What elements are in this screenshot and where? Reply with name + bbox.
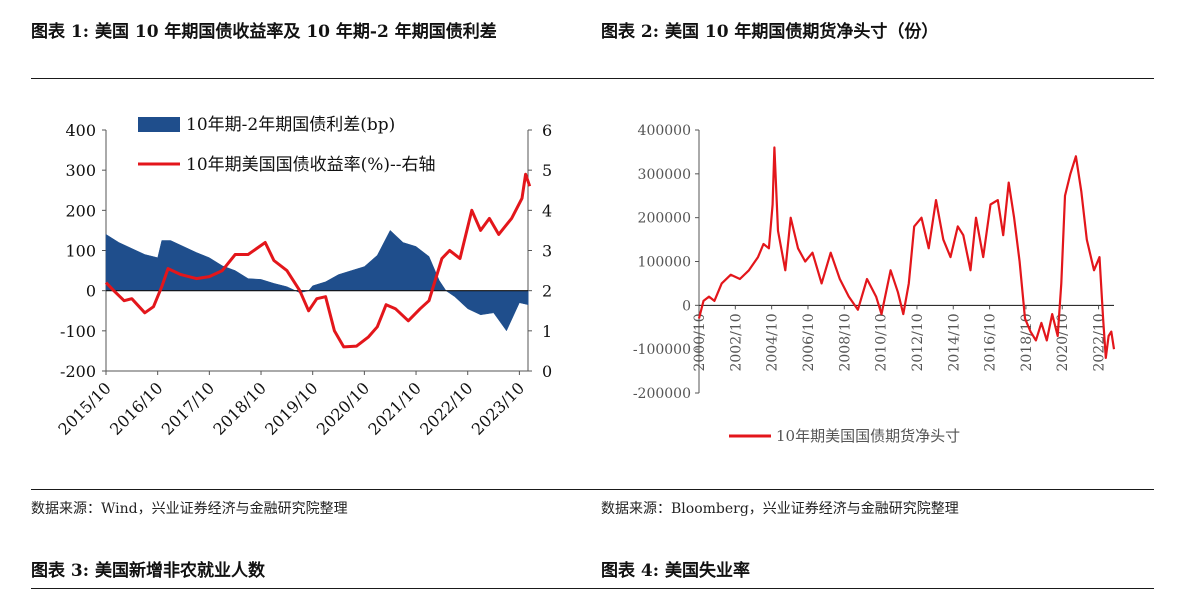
right-tick-label: 0 (542, 362, 552, 381)
legend-yield-label: 10年期美国国债收益率(%)--右轴 (186, 155, 436, 175)
legend-spread-swatch (138, 117, 180, 132)
x-tick-label: 2023/10 (468, 378, 528, 438)
right-tick-label: 4 (542, 201, 552, 220)
right-tick-label: 1 (542, 322, 552, 341)
x-tick-label: 2000/10 (692, 313, 708, 371)
x-tick-label: 2015/10 (54, 378, 114, 438)
left-tick-label: 300 (65, 161, 96, 180)
x-tick-label: 2021/10 (364, 378, 424, 438)
right-tick-label: 6 (542, 121, 552, 140)
spread-area (105, 229, 529, 332)
title-divider-bottom (31, 588, 1154, 589)
x-tick-label: 2008/10 (837, 313, 853, 371)
y-tick-label: 400000 (638, 123, 691, 139)
x-tick-label: 2022/10 (416, 378, 476, 438)
right-tick-label: 5 (542, 161, 552, 180)
x-tick-label: 2012/10 (910, 313, 926, 371)
figure-3-title: 图表 3: 美国新增非农就业人数 (31, 561, 265, 581)
figure-2-title: 图表 2: 美国 10 年期国债期货净头寸（份） (601, 22, 939, 42)
x-tick-label: 2018/10 (209, 378, 269, 438)
x-tick-label: 2002/10 (728, 313, 744, 371)
y-tick-label: 100000 (638, 255, 691, 271)
x-tick-label: 2004/10 (765, 313, 781, 371)
left-tick-label: 200 (65, 201, 96, 220)
left-tick-label: -200 (60, 362, 96, 381)
y-tick-label: 300000 (638, 167, 691, 183)
right-tick-label: 2 (542, 282, 552, 301)
x-tick-label: 2019/10 (261, 378, 321, 438)
legend-position-label: 10年期美国国债期货净头寸 (776, 427, 960, 445)
yield-spread-chart: -200 -100 0 100 200 300 400 0 1 2 3 4 5 6 2015/102016/… (54, 115, 552, 439)
net-position-line (697, 146, 1116, 359)
left-tick-label: 400 (65, 121, 96, 140)
futures-position-chart: -200000 -100000 0 100000 200000 300000 400000 2… (633, 123, 1116, 445)
y-tick-label: 200000 (638, 211, 691, 227)
legend-spread-label: 10年期-2年期国债利差(bp) (186, 115, 395, 135)
x-tick-label: 2014/10 (946, 313, 962, 371)
figure-1-title: 图表 1: 美国 10 年期国债收益率及 10 年期-2 年期国债利差 (31, 22, 497, 42)
x-tick-label: 2016/10 (106, 378, 166, 438)
right-tick-label: 3 (542, 242, 552, 261)
x-tick-label: 2010/10 (874, 313, 890, 371)
x-tick-label: 2020/10 (313, 378, 373, 438)
x-tick-label: 2018/10 (1019, 313, 1035, 371)
left-tick-label: -100 (60, 322, 96, 341)
yield-line (104, 172, 532, 349)
left-tick-label: 100 (65, 242, 96, 261)
title-divider-top (31, 78, 1154, 79)
source-divider (31, 489, 1154, 490)
figure-1-source: 数据来源：Wind，兴业证券经济与金融研究院整理 (31, 501, 348, 517)
y-tick-label: -200000 (633, 386, 691, 402)
y-tick-label: -100000 (633, 342, 691, 358)
figure-4-title: 图表 4: 美国失业率 (601, 561, 750, 581)
left-tick-label: 0 (86, 282, 96, 301)
figure-2-source: 数据来源：Bloomberg，兴业证券经济与金融研究院整理 (601, 501, 959, 517)
x-tick-label: 2006/10 (801, 313, 817, 371)
y-tick-label: 0 (682, 298, 691, 314)
x-tick-label: 2016/10 (983, 313, 999, 371)
x-tick-label: 2017/10 (158, 378, 218, 438)
